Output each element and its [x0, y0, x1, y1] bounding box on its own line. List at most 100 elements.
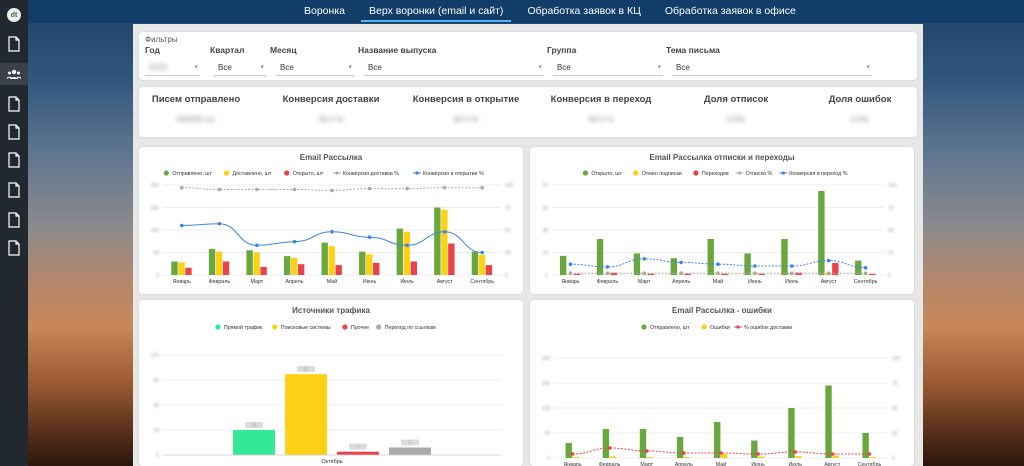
bar — [609, 456, 617, 458]
y2-tick-label: 50 — [888, 228, 894, 234]
legend-label: Отправлено, шт — [650, 325, 690, 331]
legend-label: Поисковые системы — [281, 325, 331, 331]
bar — [403, 231, 411, 275]
chart-unsub-title: Email Рассылка отписки и переходы — [649, 153, 795, 162]
document-icon[interactable] — [7, 240, 21, 256]
tab-office[interactable]: Обработка заявок в офисе — [664, 5, 796, 17]
kpi-click-value: 00.0 % — [588, 115, 614, 124]
line-point — [442, 230, 447, 234]
kpi-sent: Писем отправлено 000000 шт — [131, 94, 261, 124]
kpi-errors-value: 0.0% — [850, 115, 870, 124]
legend-marker — [272, 324, 278, 330]
x-tick-label: Март — [638, 279, 651, 285]
filter-quarter-select[interactable]: Все ▾ — [214, 60, 266, 76]
line-point — [863, 266, 868, 270]
chart-errors-card: Email Рассылка - ошибки 200 100 150 75 100 50… — [530, 300, 914, 466]
bar — [639, 429, 647, 458]
users-icon[interactable] — [6, 66, 22, 82]
line-point — [605, 271, 610, 275]
filter-group-select[interactable]: Все ▾ — [553, 60, 663, 76]
dashboard-tabs: Воронка Верх воронки (email и сайт) Обра… — [292, 0, 808, 23]
legend-marker — [215, 324, 221, 330]
bar — [410, 261, 418, 275]
tab-funnel[interactable]: Воронка — [304, 5, 345, 17]
bar — [233, 430, 275, 455]
bar — [869, 273, 876, 275]
chevron-down-icon: ▾ — [866, 64, 870, 71]
line-point — [716, 271, 720, 275]
legend-marker — [693, 170, 699, 176]
legend-marker — [284, 170, 290, 176]
bar — [572, 457, 579, 458]
y-tick-label: 90 — [153, 378, 159, 384]
series-line — [570, 258, 866, 269]
data-label: 9 — [409, 440, 412, 445]
line-point — [179, 223, 184, 228]
legend-marker — [701, 324, 707, 330]
y-tick-label: 56 — [542, 206, 548, 212]
legend-label: Переход по ссылкам — [385, 325, 436, 331]
bar — [647, 273, 655, 275]
kpi-click: Конверсия в переход 00.0 % — [536, 94, 666, 124]
top-navigation-bar: Воронка Верх воронки (email и сайт) Обра… — [0, 0, 1024, 23]
document-icon[interactable] — [7, 124, 21, 140]
chart-email-title: Email Рассылка — [299, 153, 363, 162]
line-point — [679, 271, 683, 275]
data-label-box — [401, 439, 419, 446]
bar — [366, 254, 373, 275]
y2-tick-label: 100 — [888, 183, 897, 189]
y2-tick-label: 0 — [888, 273, 891, 279]
legend-marker — [738, 171, 742, 175]
legend-marker — [582, 170, 588, 176]
y-tick-label: 150 — [542, 381, 551, 387]
x-tick-label: Сентябрь — [858, 462, 882, 466]
x-tick-label: Январь — [563, 462, 581, 466]
x-tick-label: Март — [251, 279, 264, 285]
data-label-box — [297, 366, 315, 373]
bar — [596, 239, 604, 275]
filter-month-select[interactable]: Все ▾ — [276, 60, 354, 76]
line-point — [826, 258, 831, 263]
tab-funnel-top[interactable]: Верх воронки (email и сайт) — [357, 0, 515, 23]
y-tick-label: 60 — [153, 403, 159, 409]
legend-label: % ошибок доставки — [744, 325, 792, 331]
tab-call-center[interactable]: Обработка заявок в КЦ — [527, 5, 641, 17]
dashboard-content: Фильтры Год 2023 ▾ Квартал Все ▾ Месяц Все… — [133, 24, 923, 466]
line-point — [682, 451, 686, 455]
document-icon[interactable] — [7, 182, 21, 198]
legend-label: Конверсия в переход % — [789, 171, 847, 177]
line-point — [255, 243, 259, 248]
chart-errors: 200 100 150 75 100 50 50 25 0 0 Отправлено, шт Ошиб… — [542, 324, 901, 466]
filter-year-select[interactable]: 2023 ▾ — [145, 60, 200, 76]
kpi-panel: Писем отправлено 000000 шт Конверсия дост… — [139, 87, 917, 137]
bar — [328, 246, 335, 275]
kpi-unsub-value: 0.0% — [726, 115, 746, 124]
filter-month-value: Все — [280, 63, 294, 72]
bar — [285, 374, 327, 455]
bar — [751, 440, 758, 458]
bar — [795, 272, 802, 275]
bar — [485, 265, 493, 275]
document-icon[interactable] — [7, 152, 21, 168]
chart-email: 200 100 150 75 100 50 50 25 0 0 Отправлено, шт Дост… — [151, 170, 514, 285]
y2-tick-label: 75 — [892, 381, 898, 387]
document-icon[interactable] — [7, 212, 21, 228]
document-icon[interactable] — [7, 36, 21, 52]
y2-tick-label: 50 — [505, 228, 511, 234]
chart-traffic-card: Источники трафика 120 90 60 30 0 Прямой трафи… — [139, 300, 523, 466]
bar — [478, 254, 486, 275]
bar — [246, 250, 253, 275]
bar — [208, 248, 216, 275]
kpi-click-title: Конверсия в переход — [550, 94, 652, 105]
filter-subject-select[interactable]: Все ▾ — [672, 60, 872, 76]
line-point — [330, 230, 334, 234]
bar — [683, 457, 691, 458]
filter-quarter-label: Квартал — [210, 45, 245, 55]
logo-text: dt — [10, 11, 18, 19]
line-point — [867, 452, 872, 456]
bar — [788, 408, 795, 458]
x-tick-label: Март — [640, 462, 653, 466]
line-point — [480, 250, 485, 255]
document-icon[interactable] — [7, 96, 21, 112]
filter-issue-select[interactable]: Все ▾ — [364, 60, 544, 76]
